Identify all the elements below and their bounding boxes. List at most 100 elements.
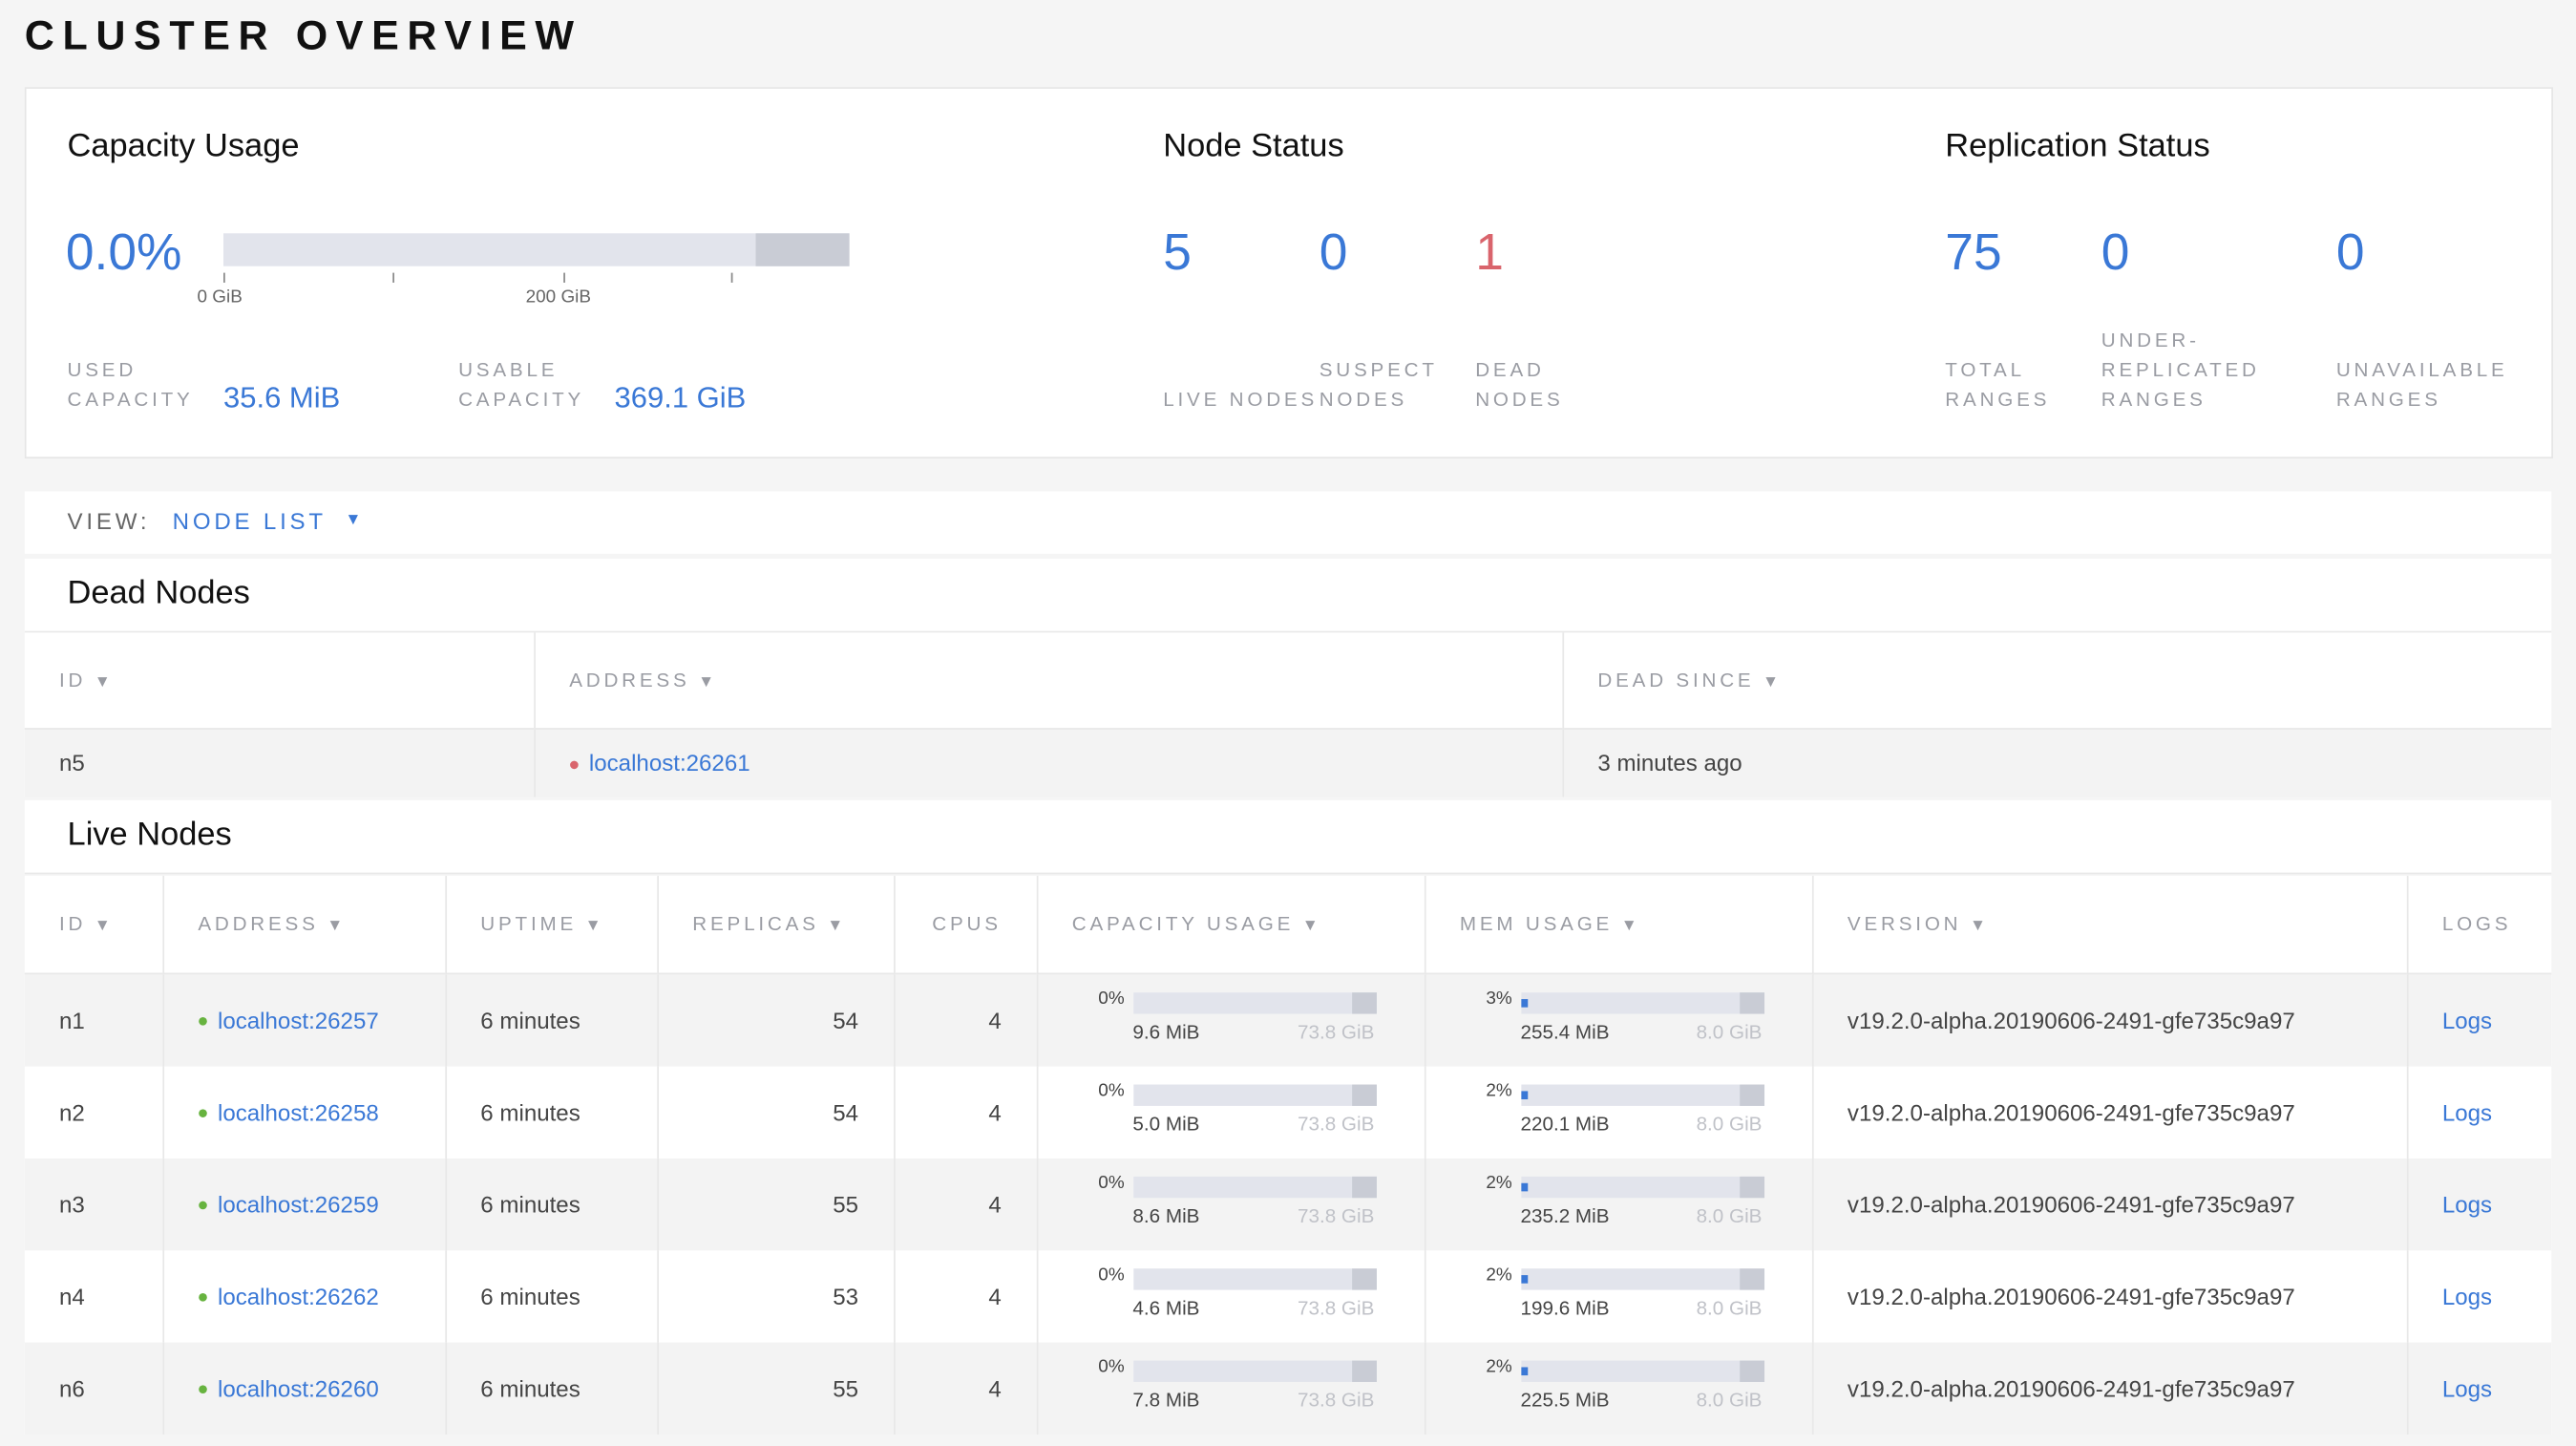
column-header[interactable]: MEM USAGE [1424,876,1813,973]
axis-label: 0 GiB [197,287,243,308]
usage-percent: 0% [1098,1264,1125,1285]
column-header[interactable]: UPTIME [445,876,659,973]
column-header[interactable]: CAPACITY USAGE [1036,876,1425,973]
usage-used: 255.4 MiB [1520,1019,1610,1043]
column-header[interactable]: ADDRESS [534,632,1564,729]
usage-bar-cell: 0% 9.6 MiB 73.8 GiB [1038,973,1424,1065]
column-header[interactable]: VERSION [1811,876,2408,973]
usage-bar-fill [1520,1274,1528,1283]
table-row: n1 localhost:26257 6 minutes 54 4 0% 9.6 MiB 73… [24,972,2552,1066]
logs-link[interactable]: Logs [2441,1374,2493,1401]
capacity-bar-reserved [755,233,850,266]
cell: 2% 199.6 MiB 8.0 GiB [1424,1249,1813,1342]
logs-link[interactable]: Logs [2441,1190,2493,1218]
node-address-link[interactable]: localhost:26259 [217,1190,379,1218]
column-header[interactable]: DEAD SINCE [1562,632,2551,728]
usage-bar-cell: 2% 220.1 MiB 8.0 GiB [1425,1066,1811,1158]
axis-tick [730,272,733,283]
column-header[interactable]: ID [24,632,536,729]
cell: 0% 7.8 MiB 73.8 GiB [1036,1341,1425,1435]
usage-bar [1132,1267,1377,1289]
capacity-bar [223,233,850,266]
node-status-title: Node Status [1163,128,1344,165]
usage-bar [1132,1176,1377,1198]
logs-link[interactable]: Logs [2441,1006,2493,1033]
usage-bar [1520,1267,1764,1289]
view-dropdown[interactable]: NODE LIST [172,507,327,535]
page-title: CLUSTER OVERVIEW [24,12,582,59]
usage-total: 73.8 GiB [1298,1295,1375,1319]
cell: 3% 255.4 MiB 8.0 GiB [1424,972,1813,1066]
cell: 6 minutes [445,1158,659,1250]
usage-bar-end [1351,1176,1377,1198]
node-address-link[interactable]: localhost:26260 [217,1374,379,1401]
usage-bar-fill [1520,1181,1528,1191]
dead_nodes-title: Dead Nodes [67,575,250,612]
stat-value: 75 [1945,223,2002,282]
node-address-link[interactable]: localhost:26262 [217,1282,379,1309]
usage-percent: 2% [1486,1356,1512,1376]
cell: 2% 235.2 MiB 8.0 GiB [1424,1158,1813,1250]
node-address-link[interactable]: localhost:26257 [217,1006,379,1033]
cell: 0% 4.6 MiB 73.8 GiB [1036,1249,1425,1342]
cell: 55 [657,1341,895,1435]
replication-title: Replication Status [1945,128,2210,165]
usage-percent: 0% [1098,988,1125,1009]
cell: 4 [894,1065,1038,1159]
usage-bar-end [1739,1176,1764,1198]
usage-total: 8.0 GiB [1696,1019,1763,1043]
usage-total: 73.8 GiB [1298,1387,1375,1412]
cell: v19.2.0-alpha.20190606-2491-gfe735c9a97 [1811,1249,2408,1342]
usage-bar-cell: 0% 4.6 MiB 73.8 GiB [1038,1249,1424,1341]
usage-used: 199.6 MiB [1520,1295,1610,1319]
usage-bar-cell: 2% 199.6 MiB 8.0 GiB [1425,1249,1811,1341]
stat-label: UNAVAILABLE RANGES [2335,358,2508,412]
stat-value: 0 [2335,223,2365,282]
axis-tick [563,272,565,283]
column-header: CPUS [894,876,1038,973]
cell: localhost:26258 [162,1065,447,1159]
cell: 6 minutes [445,972,659,1066]
table-row: n4 localhost:26262 6 minutes 53 4 0% 4.6 MiB 73… [24,1249,2551,1342]
usage-bar [1132,991,1377,1013]
cell: localhost:26260 [162,1341,447,1435]
live_nodes-table: IDADDRESSUPTIMEREPLICASCPUSCAPACITY USAG… [24,876,2552,1435]
node-address-link[interactable]: localhost:26261 [588,749,750,776]
usage-bar-fill [1520,1090,1528,1099]
usage-bar-cell: 0% 7.8 MiB 73.8 GiB [1038,1342,1424,1434]
usage-percent: 3% [1486,988,1512,1009]
view-label: VIEW: [67,507,151,535]
axis-tick [392,272,394,283]
usage-percent: 2% [1486,1172,1512,1193]
cell: 6 minutes [445,1341,659,1435]
stat-label: TOTAL RANGES [1945,358,2051,412]
usage-bar-end [1739,1359,1764,1382]
view-bar: VIEW: NODE LIST ▼ [24,491,2552,554]
table-row: n3 localhost:26259 6 minutes 55 4 0% 8.6 MiB 73… [24,1158,2552,1250]
cell: v19.2.0-alpha.20190606-2491-gfe735c9a97 [1811,1158,2408,1250]
column-header[interactable]: REPLICAS [657,876,895,973]
usage-bar-fill [1520,1366,1528,1375]
usage-percent: 0% [1098,1356,1125,1376]
usage-percent: 2% [1486,1080,1512,1100]
node-address-link[interactable]: localhost:26258 [217,1098,379,1125]
stat-label: SUSPECT NODES [1319,358,1438,412]
stat-value: 369.1 GiB [614,381,747,415]
usage-used: 9.6 MiB [1132,1019,1200,1043]
usage-bar [1132,1083,1377,1106]
column-header[interactable]: ID [24,876,164,973]
logs-link[interactable]: Logs [2441,1282,2493,1309]
usage-bar-end [1351,1267,1377,1289]
usage-bar [1520,1176,1764,1198]
cell: 6 minutes [445,1249,659,1342]
column-header[interactable]: ADDRESS [162,876,447,973]
stat-value: 5 [1163,223,1192,282]
stat-label: DEAD NODES [1475,358,1564,412]
stat-label: UNDER-REPLICATED RANGES [2101,329,2260,412]
usage-total: 73.8 GiB [1298,1203,1375,1227]
stat-label: LIVE NODES [1163,388,1319,412]
status-dot [198,1109,206,1118]
logs-link[interactable]: Logs [2441,1098,2493,1125]
stat-value: 35.6 MiB [223,381,341,415]
usage-percent: 2% [1486,1264,1512,1285]
